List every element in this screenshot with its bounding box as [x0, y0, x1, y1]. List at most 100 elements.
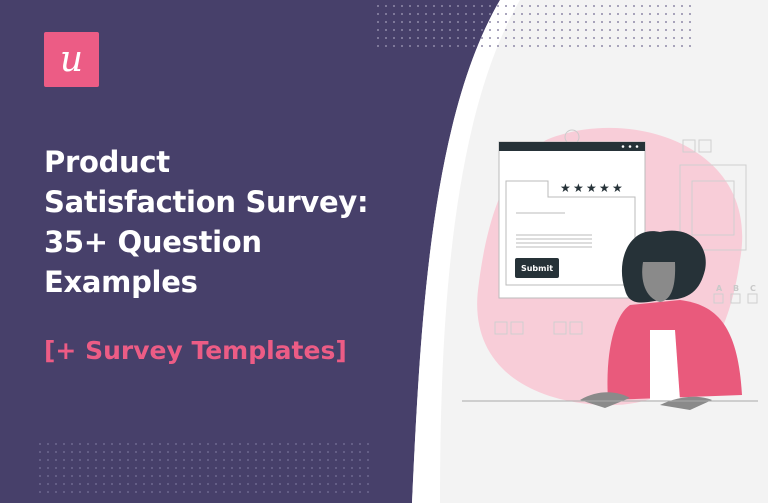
dot	[481, 5, 483, 7]
dot-pattern-top	[377, 5, 691, 47]
dot	[151, 459, 153, 461]
dot	[409, 29, 411, 31]
dot	[255, 483, 257, 485]
dot	[271, 491, 273, 493]
dot	[521, 21, 523, 23]
dot	[609, 5, 611, 7]
dot	[433, 29, 435, 31]
dot	[425, 45, 427, 47]
dot	[239, 451, 241, 453]
dot	[223, 467, 225, 469]
dot	[39, 459, 41, 461]
dot	[55, 475, 57, 477]
dot	[465, 45, 467, 47]
dot	[279, 459, 281, 461]
checkbox-icon	[553, 321, 567, 335]
dot	[689, 21, 691, 23]
dot	[457, 37, 459, 39]
dot	[71, 475, 73, 477]
dot	[367, 491, 369, 493]
dot	[641, 5, 643, 7]
dot	[665, 13, 667, 15]
dot	[481, 13, 483, 15]
dot	[673, 13, 675, 15]
dot	[673, 21, 675, 23]
dot	[343, 451, 345, 453]
white-curve-stripe	[412, 0, 520, 503]
dot	[79, 475, 81, 477]
dot	[167, 443, 169, 445]
dot	[263, 467, 265, 469]
dot	[255, 475, 257, 477]
dot	[47, 467, 49, 469]
dot	[553, 5, 555, 7]
dot	[271, 483, 273, 485]
dot	[119, 443, 121, 445]
dot	[505, 37, 507, 39]
dot	[127, 451, 129, 453]
dot	[79, 443, 81, 445]
dot	[319, 491, 321, 493]
dot	[175, 483, 177, 485]
dot	[71, 443, 73, 445]
dot	[351, 443, 353, 445]
dot	[593, 45, 595, 47]
dot	[63, 459, 65, 461]
dot	[263, 475, 265, 477]
dot	[151, 491, 153, 493]
dot	[79, 491, 81, 493]
dot	[505, 29, 507, 31]
dot	[119, 467, 121, 469]
dot	[593, 5, 595, 7]
dot	[295, 483, 297, 485]
dot	[183, 467, 185, 469]
dot	[47, 483, 49, 485]
dot	[657, 5, 659, 7]
dot	[553, 21, 555, 23]
dot	[151, 467, 153, 469]
dot	[585, 37, 587, 39]
dot	[601, 37, 603, 39]
title-line: Satisfaction Survey:	[44, 185, 369, 219]
dot	[343, 483, 345, 485]
subtitle: [+ Survey Templates]	[44, 336, 347, 365]
dot	[585, 29, 587, 31]
dot	[569, 45, 571, 47]
dot	[327, 467, 329, 469]
dot	[327, 491, 329, 493]
dot	[553, 29, 555, 31]
dot	[457, 45, 459, 47]
dot	[215, 451, 217, 453]
dot	[303, 475, 305, 477]
dot	[103, 475, 105, 477]
dot	[617, 37, 619, 39]
dot	[351, 467, 353, 469]
dot	[401, 5, 403, 7]
dot	[489, 5, 491, 7]
submit-button-graphic	[515, 258, 559, 278]
dot	[255, 443, 257, 445]
dot	[103, 443, 105, 445]
dot	[279, 483, 281, 485]
dot	[95, 467, 97, 469]
dot	[151, 483, 153, 485]
dot	[585, 5, 587, 7]
dot	[529, 29, 531, 31]
dot	[215, 483, 217, 485]
dot	[63, 491, 65, 493]
dot	[681, 37, 683, 39]
dot	[47, 451, 49, 453]
dot	[351, 475, 353, 477]
dot	[569, 5, 571, 7]
dot	[191, 451, 193, 453]
dot	[465, 21, 467, 23]
dot	[617, 5, 619, 7]
dot	[689, 45, 691, 47]
dot	[649, 45, 651, 47]
dot	[247, 459, 249, 461]
dot	[609, 37, 611, 39]
dot	[577, 37, 579, 39]
dot	[111, 475, 113, 477]
dot	[287, 451, 289, 453]
dot	[425, 21, 427, 23]
